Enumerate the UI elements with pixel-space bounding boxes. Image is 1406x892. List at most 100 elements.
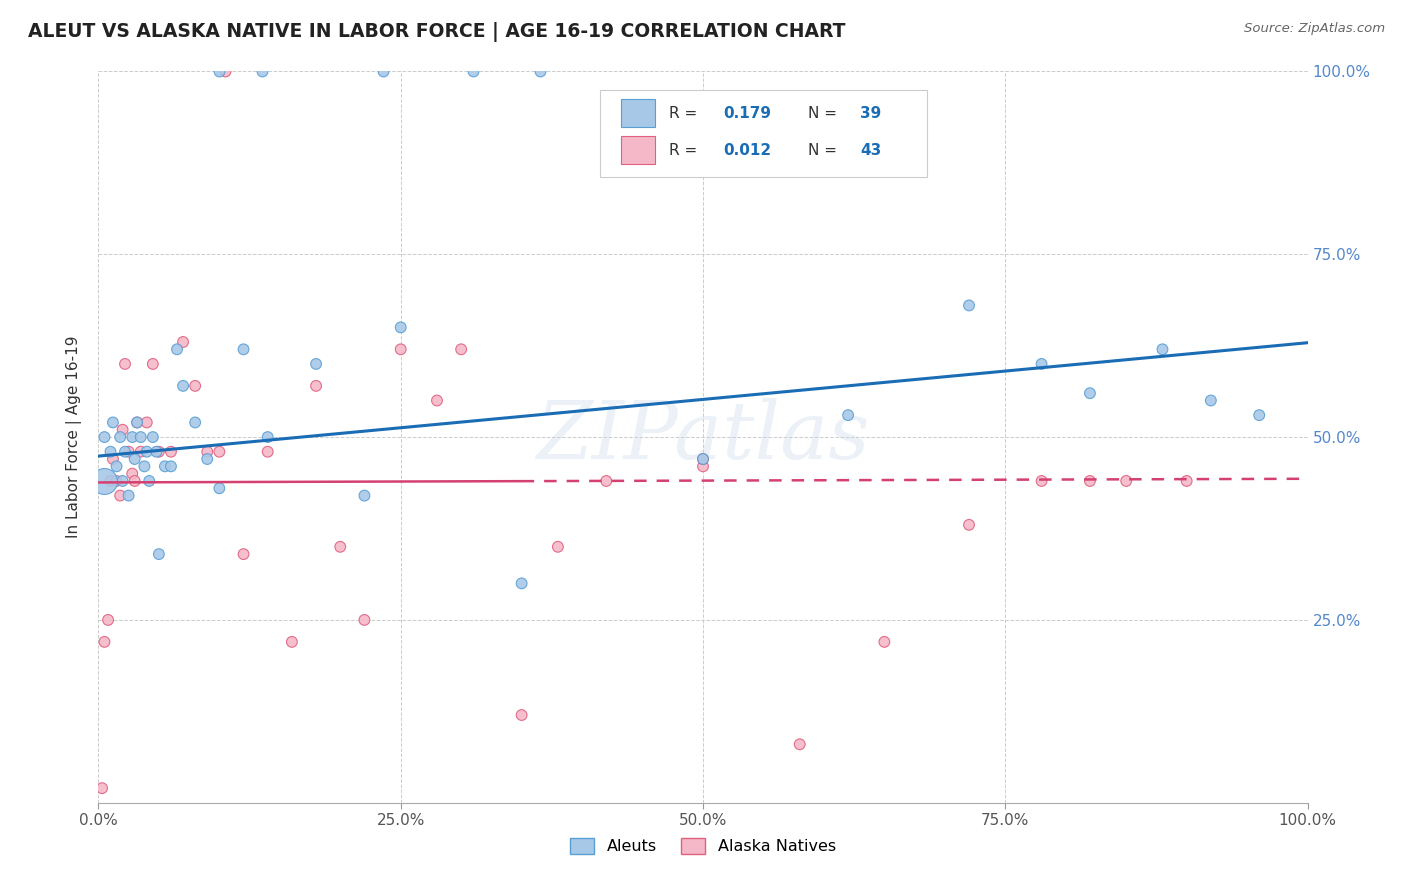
Point bbox=[100, 474, 122, 488]
Point bbox=[91, 781, 114, 796]
Legend: Aleuts, Alaska Natives: Aleuts, Alaska Natives bbox=[564, 831, 842, 861]
Point bbox=[595, 474, 617, 488]
FancyBboxPatch shape bbox=[621, 136, 655, 164]
Point bbox=[510, 576, 533, 591]
Text: Source: ZipAtlas.com: Source: ZipAtlas.com bbox=[1244, 22, 1385, 36]
Point bbox=[426, 393, 449, 408]
Point bbox=[153, 459, 176, 474]
Point bbox=[250, 64, 273, 78]
Point bbox=[97, 613, 120, 627]
Point bbox=[1115, 474, 1137, 488]
Point bbox=[108, 430, 131, 444]
Point bbox=[100, 444, 122, 458]
Point bbox=[129, 444, 152, 458]
Point bbox=[142, 430, 165, 444]
Point bbox=[837, 408, 859, 422]
Text: ALEUT VS ALASKA NATIVE IN LABOR FORCE | AGE 16-19 CORRELATION CHART: ALEUT VS ALASKA NATIVE IN LABOR FORCE | … bbox=[28, 22, 845, 42]
FancyBboxPatch shape bbox=[600, 90, 927, 178]
Point bbox=[166, 343, 188, 357]
Point bbox=[1175, 474, 1198, 488]
Point bbox=[105, 459, 128, 474]
Point bbox=[195, 444, 218, 458]
Point bbox=[389, 343, 412, 357]
Point bbox=[256, 444, 278, 458]
Point bbox=[127, 416, 149, 430]
Point bbox=[124, 452, 146, 467]
Point bbox=[305, 357, 328, 371]
Point bbox=[93, 474, 115, 488]
Point bbox=[184, 379, 207, 393]
Point bbox=[281, 635, 304, 649]
Point bbox=[134, 459, 156, 474]
Point bbox=[1031, 474, 1053, 488]
Point bbox=[135, 416, 157, 430]
Point bbox=[138, 474, 160, 488]
Point bbox=[692, 452, 714, 467]
Point bbox=[160, 444, 183, 458]
Point bbox=[208, 481, 231, 495]
Point bbox=[1249, 408, 1271, 422]
Point bbox=[232, 343, 254, 357]
Point bbox=[172, 379, 194, 393]
Point bbox=[148, 547, 170, 561]
Point bbox=[232, 547, 254, 561]
Point bbox=[184, 416, 207, 430]
Point bbox=[329, 540, 352, 554]
Point bbox=[105, 474, 128, 488]
Text: 43: 43 bbox=[860, 143, 882, 158]
Point bbox=[127, 416, 149, 430]
Point bbox=[1199, 393, 1222, 408]
Point bbox=[160, 459, 183, 474]
Point bbox=[692, 452, 714, 467]
Point bbox=[111, 474, 134, 488]
Text: 0.012: 0.012 bbox=[724, 143, 772, 158]
Point bbox=[121, 430, 143, 444]
FancyBboxPatch shape bbox=[621, 99, 655, 127]
Point bbox=[208, 64, 231, 78]
Point bbox=[93, 430, 115, 444]
Point bbox=[353, 489, 375, 503]
Point bbox=[101, 452, 124, 467]
Point bbox=[463, 64, 485, 78]
Y-axis label: In Labor Force | Age 16-19: In Labor Force | Age 16-19 bbox=[66, 335, 83, 539]
Point bbox=[142, 357, 165, 371]
Point bbox=[510, 708, 533, 723]
Point bbox=[957, 298, 980, 312]
Point bbox=[111, 423, 134, 437]
Point bbox=[1078, 386, 1101, 401]
Point bbox=[256, 430, 278, 444]
Point bbox=[214, 64, 236, 78]
Point bbox=[121, 467, 143, 481]
Point bbox=[692, 459, 714, 474]
Point bbox=[114, 357, 136, 371]
Point bbox=[114, 444, 136, 458]
Point bbox=[1031, 357, 1053, 371]
Point bbox=[529, 64, 551, 78]
Point bbox=[208, 444, 231, 458]
Point bbox=[124, 474, 146, 488]
Point bbox=[353, 613, 375, 627]
Text: 0.179: 0.179 bbox=[724, 105, 772, 120]
Text: R =: R = bbox=[669, 143, 702, 158]
Point bbox=[93, 635, 115, 649]
Text: N =: N = bbox=[808, 105, 842, 120]
Point bbox=[145, 444, 167, 458]
Point bbox=[371, 64, 394, 78]
Point bbox=[101, 416, 124, 430]
Point bbox=[195, 452, 218, 467]
Point bbox=[172, 334, 194, 349]
Point bbox=[129, 430, 152, 444]
Text: ZIPatlas: ZIPatlas bbox=[536, 399, 870, 475]
Point bbox=[305, 379, 328, 393]
Point bbox=[957, 517, 980, 532]
Point bbox=[148, 444, 170, 458]
Text: 39: 39 bbox=[860, 105, 882, 120]
Point bbox=[450, 343, 472, 357]
Text: R =: R = bbox=[669, 105, 702, 120]
Point bbox=[108, 489, 131, 503]
Point bbox=[873, 635, 896, 649]
Point bbox=[135, 444, 157, 458]
Point bbox=[389, 320, 412, 334]
Point bbox=[1152, 343, 1174, 357]
Point bbox=[789, 737, 811, 751]
